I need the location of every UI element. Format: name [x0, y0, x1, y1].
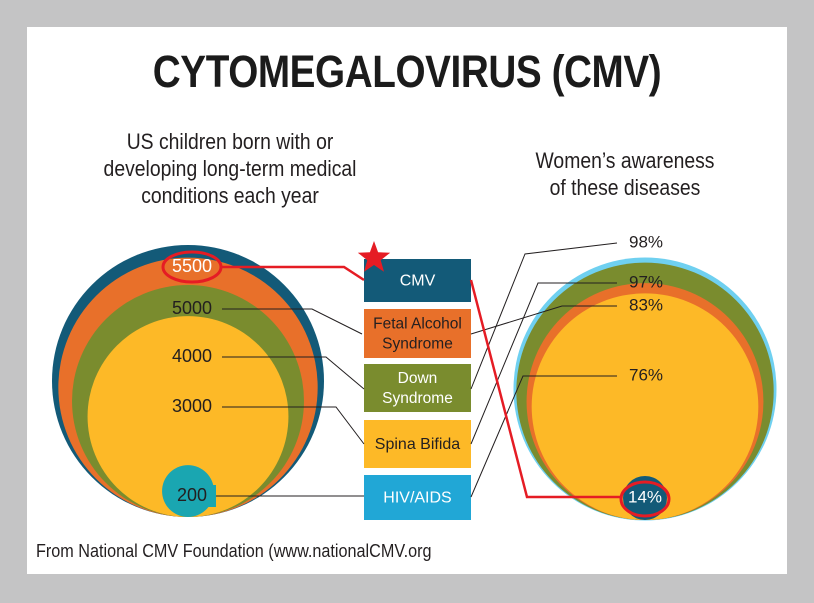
- connector-4000: [222, 356, 365, 390]
- connector-down-pct: [470, 242, 618, 390]
- cmv-highlight-line-right: [469, 279, 621, 499]
- pct-label-97: 97%: [629, 272, 663, 291]
- value-label-4000: 4000: [172, 346, 212, 366]
- right-subtitle: Women’s awareness of these diseases: [489, 147, 762, 201]
- left-subtitle-line: developing long-term medical: [103, 156, 357, 181]
- condition-label: Syndrome: [382, 390, 453, 407]
- condition-box-hiv-aids: [364, 475, 471, 520]
- left-subtitle-line: US children born with or: [126, 129, 334, 154]
- connector-5000: [222, 308, 363, 335]
- condition-label: Syndrome: [382, 336, 453, 353]
- right-subtitle-line: Women’s awareness: [535, 148, 715, 173]
- highlight-ring-14: [619, 480, 671, 518]
- connector-hiv-pct: [470, 375, 617, 498]
- star-icon: [357, 241, 391, 272]
- page-title: CYTOMEGALOVIRUS (CMV): [152, 46, 662, 97]
- value-label-5000: 5000: [172, 298, 212, 318]
- condition-label: HIV/AIDS: [383, 490, 451, 507]
- pct-label-83: 83%: [629, 295, 663, 314]
- value-label-5500: 5500: [172, 256, 212, 276]
- value-label-bg: [168, 485, 216, 507]
- condition-label: Fetal Alcohol: [373, 316, 462, 333]
- left-subtitle-line: conditions each year: [141, 183, 319, 208]
- condition-box-spina-bifida: [364, 420, 471, 468]
- condition-box-down-syndrome: [364, 364, 471, 412]
- cmv-highlight-line-left: [221, 265, 365, 282]
- condition-label: Down: [398, 370, 438, 387]
- condition-label: Spina Bifida: [375, 436, 460, 453]
- connector-fas-pct: [470, 305, 617, 335]
- condition-label: CMV: [400, 273, 436, 290]
- pct-label-76: 76%: [629, 365, 663, 384]
- circle-awareness-cmv: [623, 476, 667, 520]
- pct-label-14: 14%: [628, 487, 662, 506]
- source-footer: From National CMV Foundation (www.nation…: [36, 541, 432, 561]
- left-subtitle: US children born with or developing long…: [63, 128, 397, 209]
- value-label-3000: 3000: [172, 396, 212, 416]
- condition-box-fetal-alcohol-syndrome: [364, 309, 471, 358]
- right-subtitle-line: of these diseases: [549, 175, 701, 200]
- connector-3000: [222, 406, 365, 445]
- circle-children-spina-bifida: [87, 316, 289, 517]
- pct-label-98: 98%: [629, 232, 663, 251]
- circle-awareness-spina-bifida: [531, 293, 759, 520]
- value-label-200: 200: [177, 485, 207, 505]
- connector-sb-pct: [470, 282, 617, 445]
